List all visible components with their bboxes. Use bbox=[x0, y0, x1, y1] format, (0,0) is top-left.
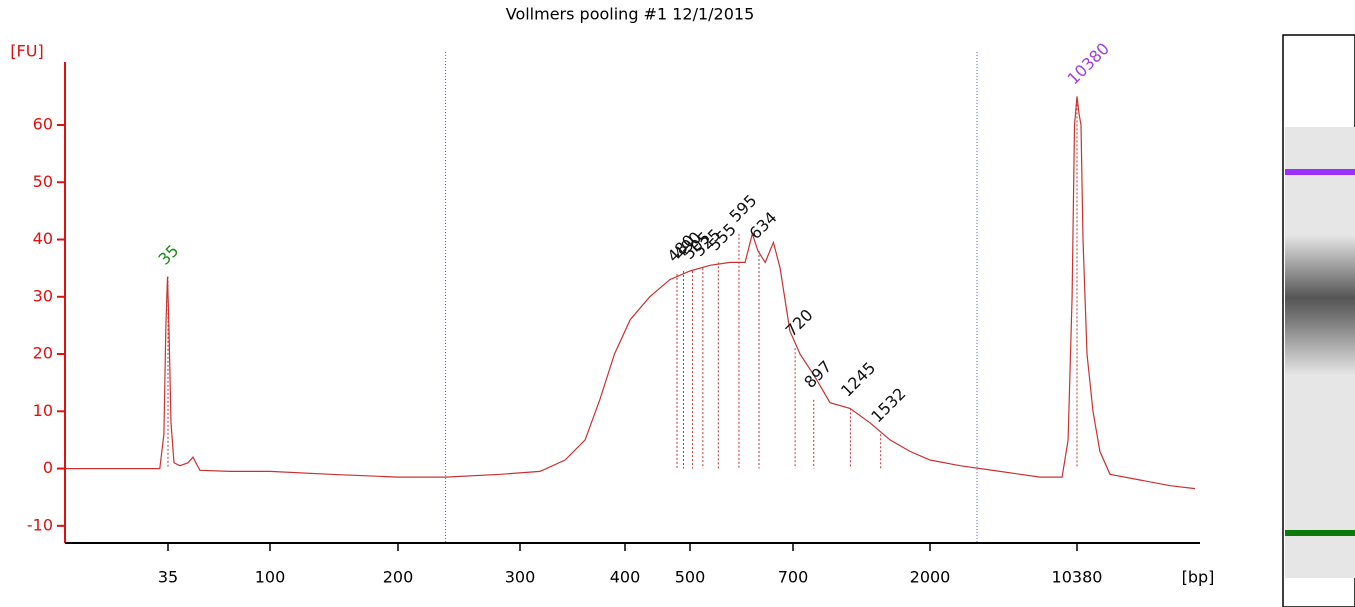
y-tick-label: 50 bbox=[33, 172, 53, 191]
peak-label: 35 bbox=[155, 241, 183, 269]
y-tick-label: 20 bbox=[33, 344, 53, 363]
x-tick-label: 2000 bbox=[910, 568, 951, 587]
chart-title: Vollmers pooling #1 12/1/2015 bbox=[506, 5, 755, 24]
x-tick-label: 500 bbox=[675, 568, 706, 587]
gel-upper-marker bbox=[1285, 169, 1355, 175]
trace bbox=[65, 96, 1196, 490]
peak-label: 1245 bbox=[837, 358, 879, 400]
y-tick-label: 60 bbox=[33, 114, 53, 133]
x-axis-label: [bp] bbox=[1182, 568, 1215, 587]
x-tick-label: 10380 bbox=[1052, 568, 1103, 587]
peak-label: 1532 bbox=[867, 384, 909, 426]
y-tick-label: -10 bbox=[27, 515, 53, 534]
y-axis-label: [FU] bbox=[10, 42, 43, 61]
gel-lower-marker bbox=[1285, 530, 1355, 536]
gel-lane bbox=[1282, 34, 1355, 607]
y-tick-label: 30 bbox=[33, 286, 53, 305]
y-tick-label: 10 bbox=[33, 401, 53, 420]
gel-smear bbox=[1285, 235, 1355, 375]
x-tick-label: 700 bbox=[778, 568, 809, 587]
y-tick-label: 40 bbox=[33, 229, 53, 248]
x-tick-label: 100 bbox=[255, 568, 286, 587]
x-tick-label: 35 bbox=[158, 568, 178, 587]
x-tick-label: 200 bbox=[383, 568, 414, 587]
y-tick-label: 0 bbox=[43, 458, 53, 477]
peak-label: 10380 bbox=[1064, 39, 1113, 88]
x-tick-label: 400 bbox=[610, 568, 641, 587]
x-tick-label: 300 bbox=[505, 568, 536, 587]
